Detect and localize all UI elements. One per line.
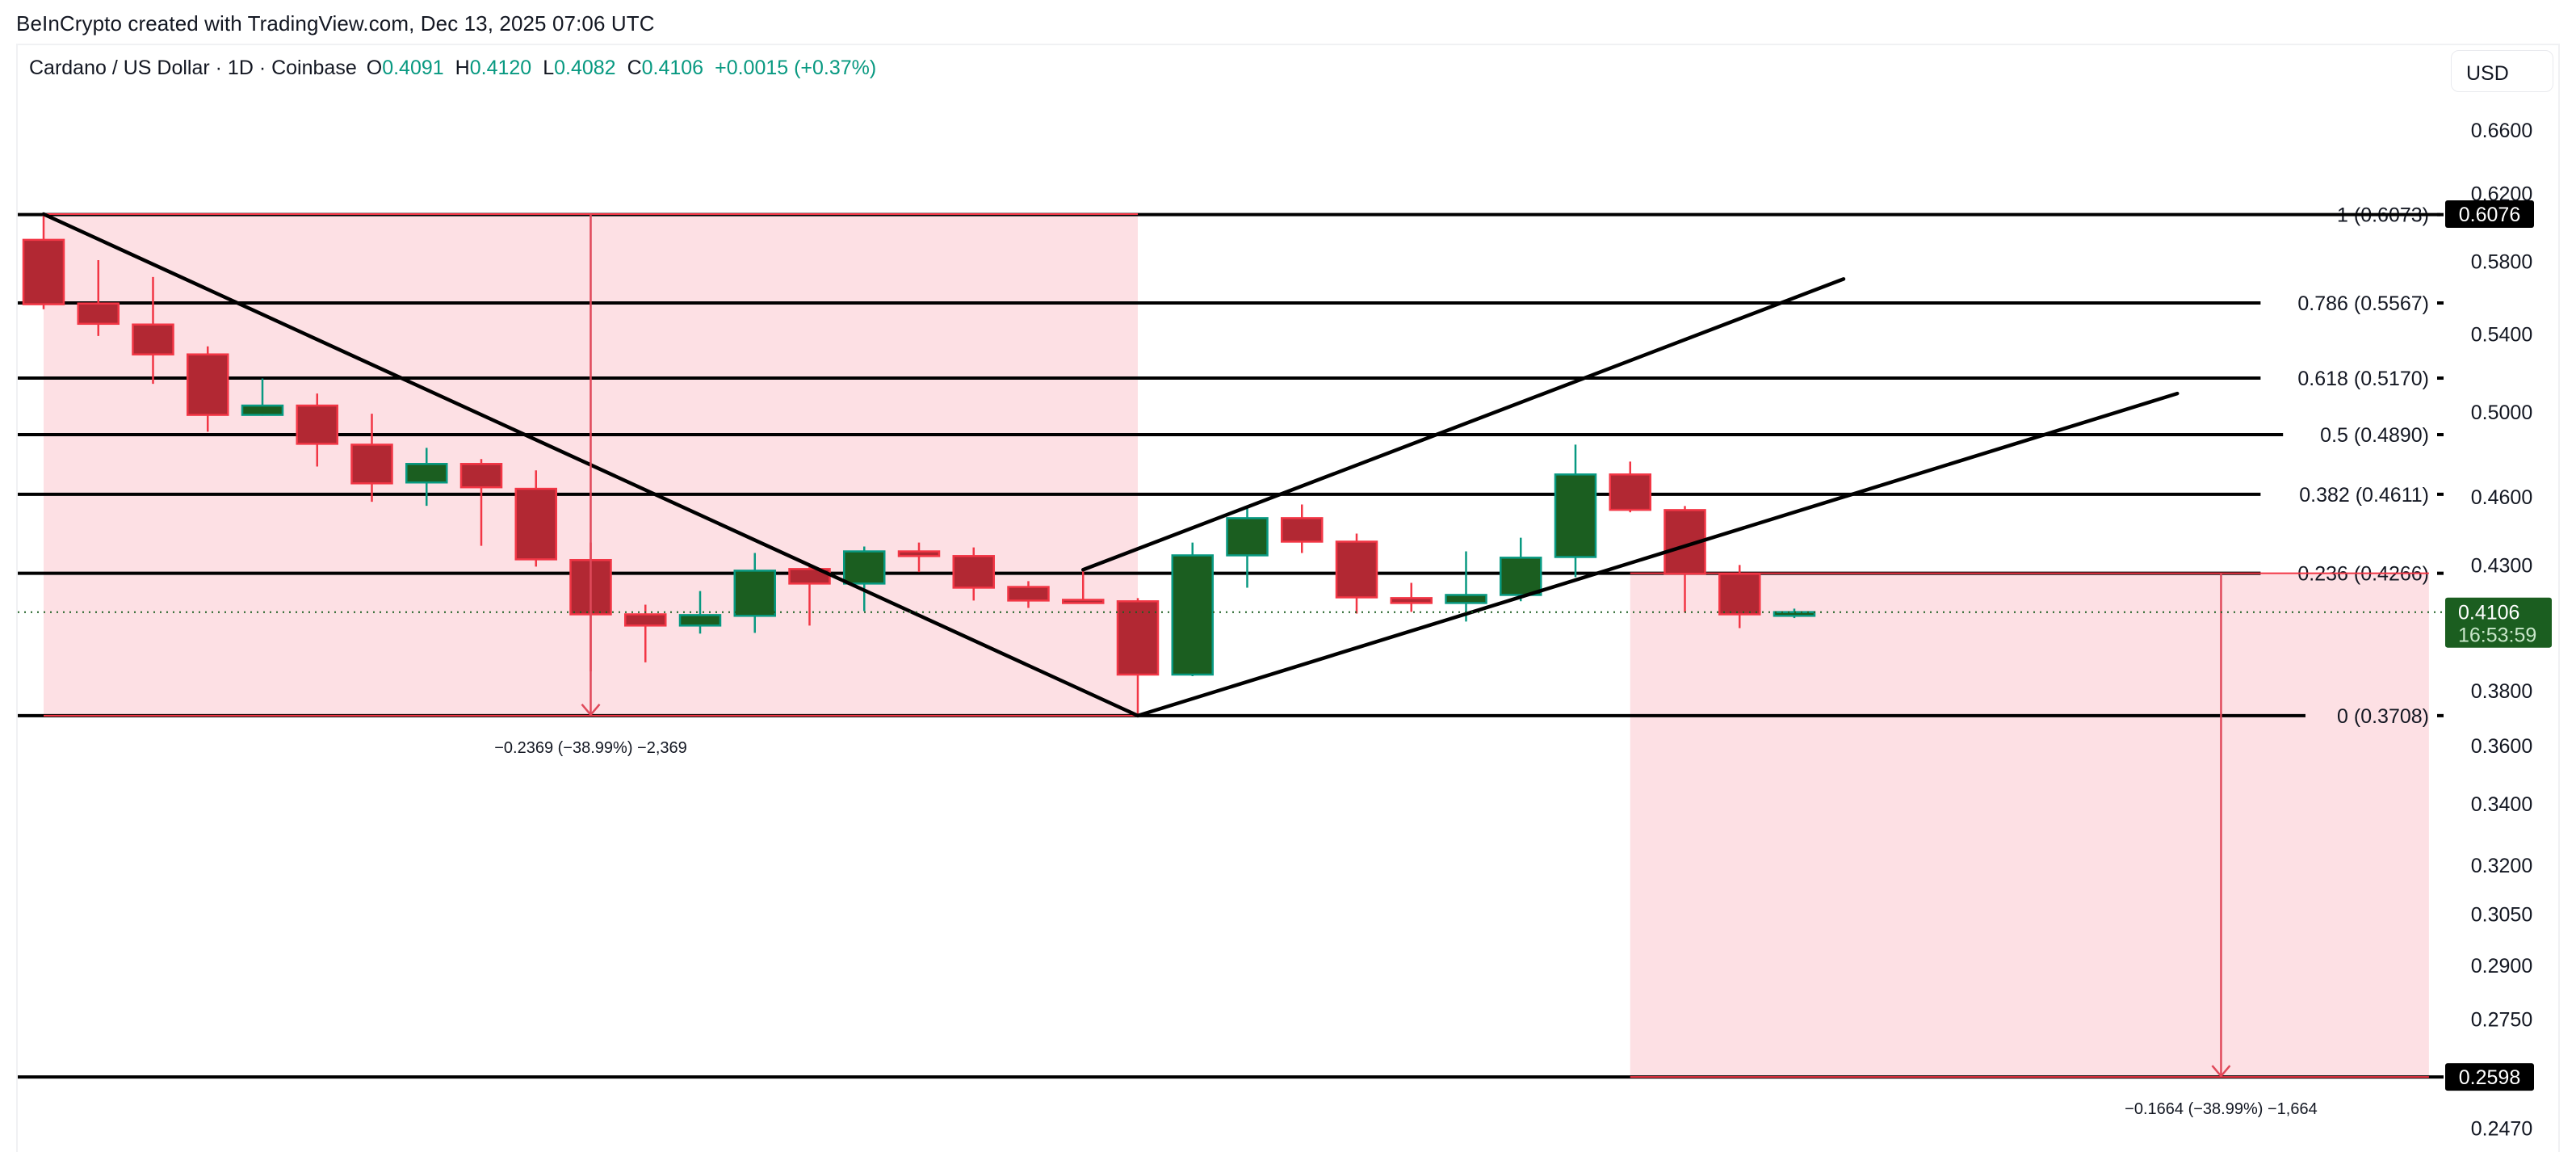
low-label: L [543,57,555,79]
chart-panel [16,44,2560,1152]
chart-credit: BeInCrypto created with TradingView.com,… [16,11,655,36]
price-badge-value: 0.6076 [2459,204,2520,226]
candle-bearish[interactable] [350,444,393,485]
price-axis-tick: 0.3400 [2471,793,2532,816]
candle-bearish[interactable] [1007,586,1050,602]
arrow-down-icon [2211,1065,2231,1078]
price-axis-tick: 0.4600 [2471,486,2532,509]
price-axis-tick: 0.2470 [2471,1118,2532,1141]
candle-bullish[interactable] [733,570,776,617]
candle-bearish[interactable] [1390,597,1433,604]
candle-bearish[interactable] [22,238,65,305]
measure-zone-2[interactable] [1630,573,2429,1078]
low-value: 0.4082 [554,57,616,79]
candle-bearish[interactable] [1281,517,1324,543]
candle-bullish[interactable] [843,550,886,585]
current-price-badge [2445,597,2552,648]
fib-label-0_618: 0.618 (0.5170) [2297,368,2429,390]
price-axis-tick: 0.3800 [2471,680,2532,703]
high-value: 0.4120 [469,57,532,79]
close-value: 0.4106 [641,57,704,79]
fib-label-0_5: 0.5 (0.4890) [2320,424,2429,447]
candle-bullish[interactable] [1500,557,1542,596]
price-badge-value: 0.2598 [2459,1066,2520,1089]
price-badge [2445,200,2534,229]
price-axis-tick: 0.2750 [2471,1009,2532,1032]
candle-bullish[interactable] [1171,554,1214,676]
price-axis-tick: 0.4300 [2471,555,2532,578]
open-value: 0.4091 [382,57,444,79]
candle-bearish[interactable] [132,323,174,355]
currency-button[interactable]: USD [2451,50,2553,92]
candle-bearish[interactable] [514,487,557,561]
fib-label-0_786: 0.786 (0.5567) [2297,292,2429,315]
price-axis-tick: 0.5000 [2471,402,2532,424]
fib-label-0: 0 (0.3708) [2337,705,2429,728]
measure-label-1: −0.2369 (−38.99%) −2,369 [494,739,687,757]
price-axis-tick: 0.3200 [2471,855,2532,877]
arrow-down-icon [581,704,601,717]
candle-bullish[interactable] [405,463,448,484]
candle-bullish[interactable] [1445,594,1487,604]
candle-bearish[interactable] [1718,572,1761,616]
candle-bullish[interactable] [241,404,284,416]
channel-upper-line[interactable] [1081,277,1846,572]
open-label: O [366,57,383,79]
price-axis-tick: 0.6600 [2471,120,2532,142]
high-label: H [455,57,470,79]
candle-bearish[interactable] [897,550,941,557]
price-axis-tick: 0.2900 [2471,955,2532,978]
channel-lower-line[interactable] [1135,391,2180,718]
candle-bearish[interactable] [624,613,667,627]
candle-bearish[interactable] [1609,473,1651,511]
price-axis-tick: 0.5400 [2471,323,2532,346]
countdown-timer: 16:53:59 [2458,624,2536,647]
candle-bearish[interactable] [296,404,338,445]
candle-bullish[interactable] [678,614,722,627]
change-value: +0.0015 (+0.37%) [715,57,877,79]
price-axis-tick: 0.3600 [2471,735,2532,758]
candle-bearish[interactable] [77,302,120,326]
price-axis-tick: 0.5800 [2471,250,2532,273]
candle-bearish[interactable] [1116,600,1160,676]
price-axis-tick: 0.3050 [2471,903,2532,926]
symbol-legend: Cardano / US Dollar · 1D · Coinbase O 0.… [29,57,876,80]
candle-bearish[interactable] [952,555,995,589]
candle-bearish[interactable] [459,463,503,489]
measure-label-2: −0.1664 (−38.99%) −1,664 [2125,1100,2318,1118]
candle-bearish[interactable] [1335,540,1378,599]
fib-label-0_382: 0.382 (0.4611) [2299,484,2429,507]
current-price-value: 0.4106 [2458,602,2519,624]
candle-bullish[interactable] [1226,517,1269,557]
price-badge [2445,1063,2534,1091]
candle-bullish[interactable] [1554,473,1597,558]
candle-bearish[interactable] [187,353,229,416]
symbol-title[interactable]: Cardano / US Dollar · 1D · Coinbase [29,57,357,79]
close-label: C [627,57,642,79]
candle-bearish[interactable] [1062,599,1105,604]
